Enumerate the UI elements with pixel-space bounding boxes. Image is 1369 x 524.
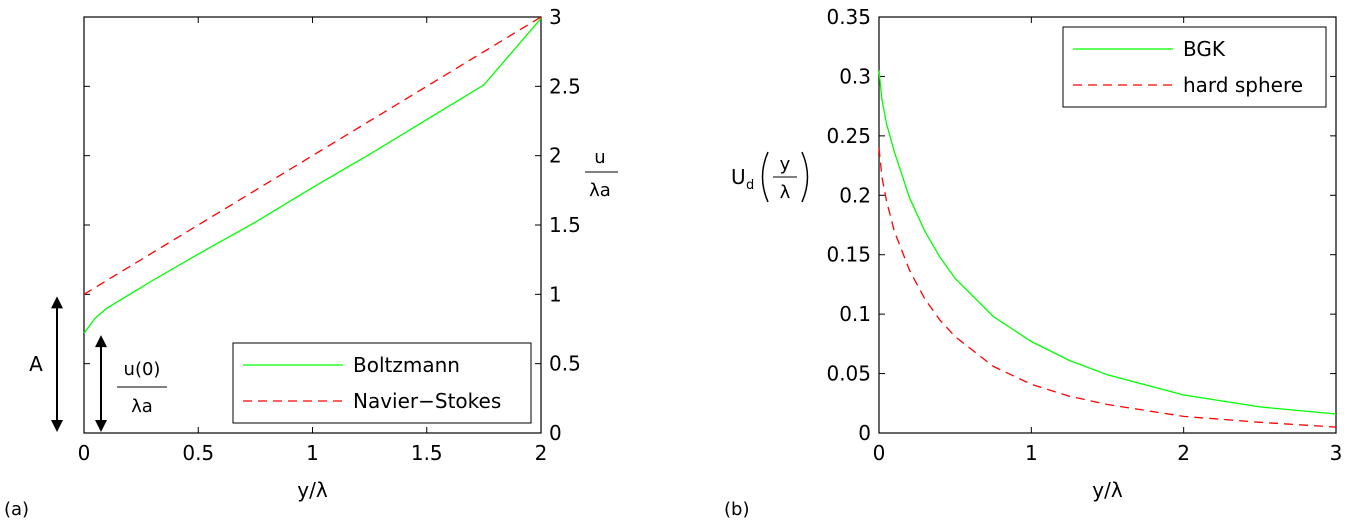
- right-axis-label-denominator: λa: [589, 180, 611, 201]
- arrow-head-up: [95, 335, 107, 348]
- double-arrow-icon: [51, 296, 63, 432]
- panel-label-b: (b): [724, 499, 749, 520]
- series-line-0: [83, 17, 542, 334]
- x-tick-label: 1: [1025, 441, 1038, 465]
- y-tick-label: 0.05: [826, 362, 871, 386]
- series-line-1: [83, 16, 542, 295]
- y-axis-label-numerator: y: [780, 154, 791, 175]
- x-tick-label: 0.5: [182, 441, 214, 465]
- annotation-u0-numerator: u(0): [124, 359, 161, 380]
- legend-box: [1062, 26, 1327, 108]
- y-tick-label: 0.35: [826, 5, 871, 29]
- y-tick-label: 0.25: [826, 124, 871, 148]
- series-line-0: [878, 70, 1337, 415]
- x-tick-label: 0: [78, 441, 91, 465]
- right-axis-label: u λa: [585, 147, 618, 201]
- annotation-u0-denominator: λa: [131, 396, 153, 417]
- legend-label: BGK: [1183, 37, 1226, 61]
- x-tick-label: 3: [1330, 441, 1343, 465]
- y-tick-label: 2.5: [549, 74, 581, 98]
- panel-label-a: (a): [4, 499, 29, 520]
- x-tick-label: 2: [535, 441, 548, 465]
- arrow-head-down: [95, 420, 107, 432]
- y-tick-label: 0.2: [839, 183, 871, 207]
- x-tick-label: 1: [306, 441, 319, 465]
- axes-frame: [878, 16, 1337, 434]
- y-tick-label: 3: [549, 5, 562, 29]
- y-tick-label: 0.1: [839, 302, 871, 326]
- legend-box: [232, 342, 532, 424]
- y-tick-label: 0: [549, 421, 562, 445]
- y-axis-label-prefix: U: [731, 165, 746, 189]
- double-arrow-icon: [95, 335, 107, 432]
- y-tick-label: 1: [549, 282, 562, 306]
- x-tick-label: 1.5: [411, 441, 443, 465]
- legend-label: hard sphere: [1183, 73, 1303, 97]
- x-tick-label: 2: [1177, 441, 1190, 465]
- y-tick-label: 0.5: [549, 352, 581, 376]
- panel-a: 0 0.5 1 1.5 200.511.522.53y/λBoltzmannNavier…: [4, 5, 618, 520]
- y-axis-label-subscript: d: [746, 178, 754, 193]
- y-tick-label: 2: [549, 144, 562, 168]
- right-axis-label-numerator: u: [594, 147, 605, 168]
- legend-label: Boltzmann: [353, 353, 460, 377]
- legend: BGK hard sphere: [1062, 26, 1327, 108]
- arrow-head-up: [51, 296, 63, 309]
- legend-label: Navier−Stokes: [353, 389, 501, 413]
- y-tick-label: 0.3: [839, 64, 871, 88]
- y-axis-label-denominator: λ: [780, 182, 791, 203]
- right-paren: [801, 151, 809, 203]
- panel-b: 0 1 2 3 0 0.05 0.1 0.15 0.2 0.25 0.3 0.35 y/λ BGK hard…: [724, 5, 1342, 520]
- legend: Boltzmann Navier−Stokes: [232, 342, 532, 424]
- annotation-a-label: A: [29, 352, 43, 376]
- x-axis-label: y/λ: [1092, 478, 1123, 502]
- y-tick-label: 0: [858, 421, 871, 445]
- x-axis-label: y/λ: [297, 478, 328, 502]
- y-tick-label: 1.5: [549, 213, 581, 237]
- x-tick-label: 0: [873, 441, 886, 465]
- series-line-1: [878, 147, 1337, 428]
- arrow-head-down: [51, 420, 63, 432]
- left-paren: [761, 151, 769, 203]
- y-tick-label: 0.15: [826, 243, 871, 267]
